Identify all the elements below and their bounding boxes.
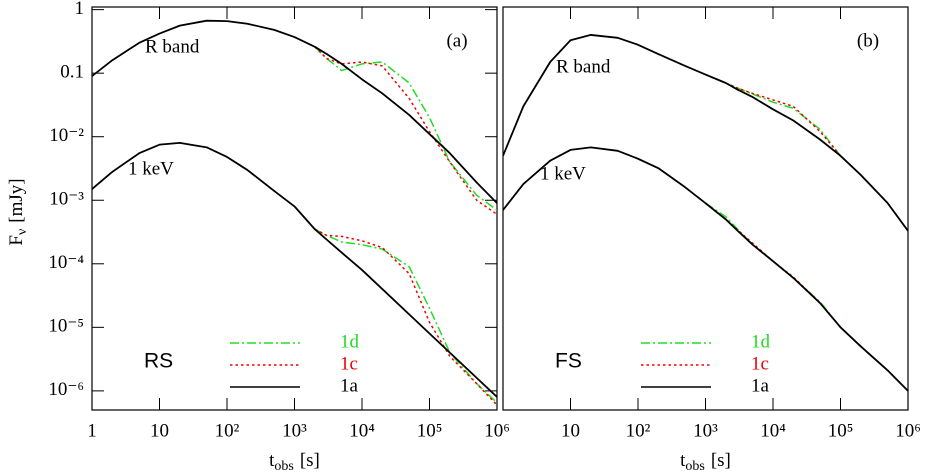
curves [503,34,908,392]
curve [314,46,497,215]
shock-label: FS [555,350,582,373]
x-label-unit: [s] [711,450,731,471]
curve [92,19,497,204]
legend-label: 1d [340,331,360,352]
y-label-sub: ν [15,229,30,235]
y-tick-label: 10⁻⁵ [48,316,84,337]
y-tick-label: 10⁻² [49,125,84,146]
x-tick-label: 10⁶ [484,420,510,441]
x-tick-label: 10⁴ [760,420,786,441]
y-label-main: F [6,235,27,246]
band-label: 1 keV [128,158,174,179]
x-tick-label: 10⁶ [895,420,921,441]
x-tick-label: 1 [87,420,97,441]
x-tick-label: 10⁵ [828,420,854,441]
x-label-sub: obs [685,459,704,474]
y-tick-label: 10⁻⁶ [48,379,84,400]
band-label: R band [556,56,611,77]
y-tick-label: 1 [75,0,85,19]
x-tick-label: 10² [626,420,651,441]
x-label-main: t [269,450,275,471]
y-tick-label: 10⁻³ [49,189,84,210]
curve [92,141,497,398]
legend-label: 1c [751,353,769,374]
curve [503,34,908,232]
curve [705,202,908,392]
legend-label: 1d [751,331,771,352]
y-axis-label: Fν [mJy] [6,178,30,245]
x-tick-label: 10³ [282,420,307,441]
band-label: R band [145,36,200,57]
legend-label: 1a [751,375,770,396]
shock-label: RS [144,350,173,373]
x-tick-label: 10³ [693,420,718,441]
y-tick-label: 10⁻⁴ [48,252,84,273]
curve [503,146,908,392]
x-axis-label: tobs [s] [269,450,320,474]
x-tick-label: 10⁴ [349,420,375,441]
x-axis-label: tobs [s] [680,450,731,474]
x-label-unit: [s] [300,450,320,471]
legend-label: 1c [340,353,358,374]
curve [705,73,908,232]
curve [705,202,908,392]
band-label: 1 keV [540,163,586,184]
x-tick-label: 10⁵ [417,420,443,441]
curve [314,46,497,211]
y-tick-label: 0.1 [60,62,84,83]
x-tick-label: 10² [215,420,240,441]
x-label-main: t [680,450,686,471]
legend-label: 1a [340,375,359,396]
panel-label: (b) [857,30,879,51]
y-label-unit: [mJy] [6,178,27,222]
curve [705,73,908,232]
x-tick-label: 10 [561,420,580,441]
panel-label: (a) [446,30,467,51]
curve [314,228,497,406]
x-label-sub: obs [274,459,293,474]
curve [314,228,497,404]
curves [92,19,497,406]
x-tick-label: 10 [150,420,169,441]
